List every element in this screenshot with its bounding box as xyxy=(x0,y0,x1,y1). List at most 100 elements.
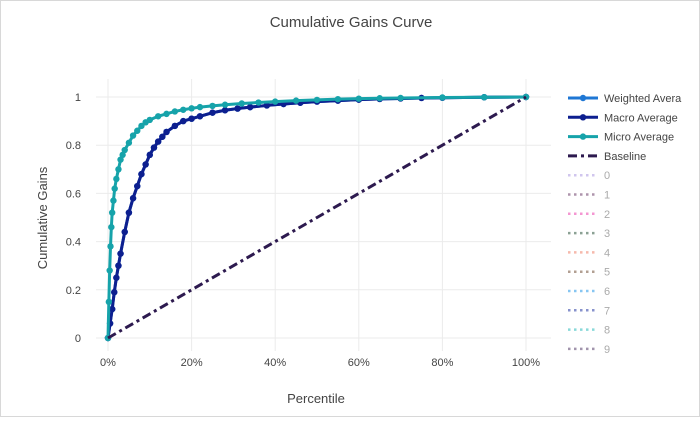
data-point-micro-average xyxy=(376,95,383,102)
legend-label: 1 xyxy=(604,190,610,202)
data-point-micro-average xyxy=(146,116,153,124)
data-point-micro-average xyxy=(209,102,216,110)
data-point-micro-average xyxy=(355,95,362,102)
data-point-macro-average xyxy=(159,133,166,140)
legend-item[interactable]: Macro Average xyxy=(568,112,678,124)
data-point-macro-average xyxy=(180,117,187,125)
data-point-macro-average xyxy=(163,128,170,136)
y-tick-label: 0.8 xyxy=(66,140,81,152)
data-point-macro-average xyxy=(138,170,145,178)
data-point-micro-average xyxy=(255,99,262,106)
data-point-micro-average xyxy=(105,298,113,306)
data-point-micro-average xyxy=(113,175,120,183)
legend-item[interactable]: 2 xyxy=(568,209,610,221)
data-point-micro-average xyxy=(110,197,117,204)
data-point-micro-average xyxy=(334,95,342,103)
data-point-micro-average xyxy=(115,166,122,173)
legend-item[interactable]: 1 xyxy=(568,190,610,202)
legend-label: 0 xyxy=(604,170,610,182)
legend-item[interactable]: 6 xyxy=(568,286,610,298)
data-point-micro-average xyxy=(129,132,137,139)
legend-item[interactable]: 7 xyxy=(568,305,610,317)
data-point-micro-average xyxy=(221,101,229,108)
data-point-micro-average xyxy=(125,139,133,146)
data-point-micro-average xyxy=(188,105,195,112)
data-point-macro-average xyxy=(142,161,149,168)
legend-label: Micro Average xyxy=(604,132,674,144)
legend-label: Macro Average xyxy=(604,112,678,124)
legend-item[interactable]: Weighted Avera xyxy=(568,93,682,105)
legend-label: 4 xyxy=(604,247,610,259)
x-tick-label: 40% xyxy=(264,357,286,369)
data-point-macro-average xyxy=(129,195,137,202)
data-point-micro-average xyxy=(439,94,446,101)
y-axis-label: Cumulative Gains xyxy=(35,166,50,269)
data-point-micro-average xyxy=(397,94,404,102)
plot-area xyxy=(104,93,530,342)
data-point-micro-average xyxy=(138,122,145,130)
legend-label: Baseline xyxy=(604,151,646,163)
grid xyxy=(96,79,551,351)
y-tick-label: 0.4 xyxy=(66,237,81,249)
data-point-micro-average xyxy=(313,96,321,104)
data-point-macro-average xyxy=(209,109,216,116)
data-point-macro-average xyxy=(125,209,133,216)
legend-label: 3 xyxy=(604,228,610,240)
data-point-micro-average xyxy=(272,98,279,105)
series-line-baseline xyxy=(107,95,527,340)
x-tick-label: 20% xyxy=(181,357,203,369)
data-point-micro-average xyxy=(121,146,128,154)
data-point-micro-average xyxy=(481,94,488,101)
legend-marker-micro-average xyxy=(579,133,587,140)
data-point-micro-average xyxy=(238,100,245,107)
y-tick-label: 1 xyxy=(75,92,81,104)
data-point-macro-average xyxy=(134,182,141,190)
data-point-micro-average xyxy=(111,185,118,192)
data-point-macro-average xyxy=(154,138,162,145)
data-point-macro-average xyxy=(246,103,254,111)
data-point-macro-average xyxy=(188,115,195,122)
data-point-macro-average xyxy=(171,122,179,130)
legend: Weighted Avera Macro Average Micro Average… xyxy=(568,93,682,356)
legend-label: 6 xyxy=(604,286,610,298)
data-point-macro-average xyxy=(108,305,116,313)
data-point-micro-average xyxy=(163,110,170,118)
data-point-macro-average xyxy=(113,274,120,281)
legend-item[interactable]: 5 xyxy=(568,267,610,279)
legend-marker-macro-average xyxy=(579,114,587,121)
data-point-micro-average xyxy=(171,108,179,115)
data-point-micro-average xyxy=(106,267,113,274)
legend-label: 5 xyxy=(604,267,610,279)
legend-label: Weighted Avera xyxy=(604,93,682,105)
data-point-micro-average xyxy=(107,243,114,250)
data-point-macro-average xyxy=(196,113,204,120)
x-tick-label: 100% xyxy=(512,357,540,369)
chart-title: Cumulative Gains Curve xyxy=(270,14,433,31)
legend-marker-weighted-avera xyxy=(579,94,587,102)
axis-ticks: 0% 20% 40% 60% 80% 100% 0 0.2 0.4 0.6 0.8 1 xyxy=(66,92,541,369)
legend-item[interactable]: Baseline xyxy=(568,151,646,163)
y-tick-label: 0.6 xyxy=(66,188,81,200)
x-tick-label: 60% xyxy=(348,357,370,369)
data-point-micro-average xyxy=(119,151,126,159)
legend-item[interactable]: 8 xyxy=(568,325,610,337)
legend-item[interactable]: 3 xyxy=(568,228,610,240)
legend-item[interactable]: Micro Average xyxy=(568,132,674,144)
data-point-micro-average xyxy=(134,127,141,134)
data-point-macro-average xyxy=(263,102,271,109)
data-point-macro-average xyxy=(121,228,128,236)
legend-label: 2 xyxy=(604,209,610,221)
data-point-micro-average xyxy=(292,97,300,104)
data-point-micro-average xyxy=(117,156,124,163)
data-point-macro-average xyxy=(150,144,158,151)
legend-label: 9 xyxy=(604,344,610,356)
x-axis-label: Percentile xyxy=(287,391,345,406)
legend-item[interactable]: 9 xyxy=(568,344,610,356)
legend-item[interactable]: 4 xyxy=(568,247,610,259)
data-point-micro-average xyxy=(108,223,115,231)
legend-label: 8 xyxy=(604,325,610,337)
legend-item[interactable]: 0 xyxy=(568,170,610,182)
data-point-micro-average xyxy=(180,106,187,113)
